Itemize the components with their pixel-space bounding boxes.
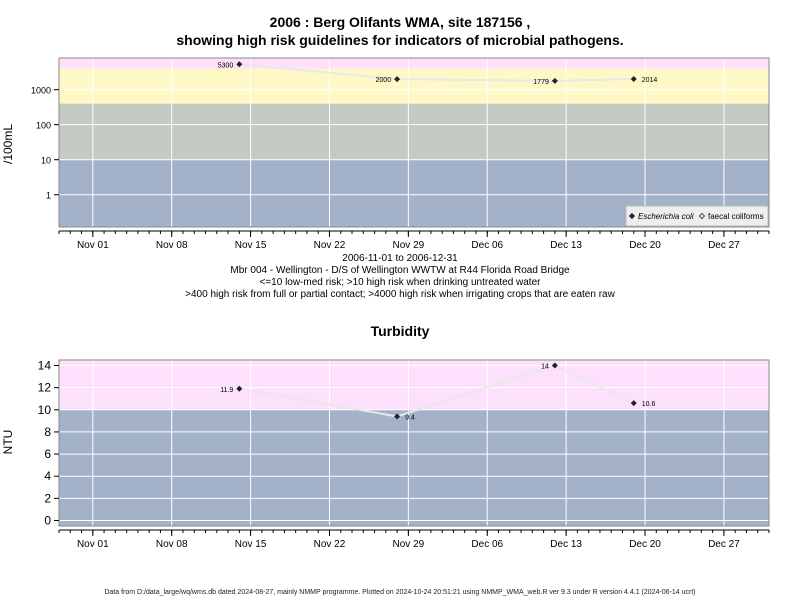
x-tick-label: Nov 01 xyxy=(77,240,109,251)
y-tick-label: 6 xyxy=(44,447,51,461)
plot-frame xyxy=(58,359,770,527)
legend-box xyxy=(625,205,769,227)
x-tick-label: Dec 27 xyxy=(708,240,740,251)
x-tick-label: Nov 01 xyxy=(77,539,109,550)
data-label: 2000 xyxy=(376,77,392,84)
date-range-text: 2006-11-01 to 2006-12-31 xyxy=(342,253,458,264)
x-tick-label: Dec 06 xyxy=(471,539,503,550)
data-label: 1779 xyxy=(533,79,549,86)
data-label: 11.9 xyxy=(220,387,233,394)
series-line xyxy=(239,63,634,82)
y-tick-label: 1000 xyxy=(31,86,51,96)
x-tick-label: Nov 08 xyxy=(156,539,188,550)
risk-band-2 xyxy=(59,68,769,104)
y-tick-label: 2 xyxy=(44,491,51,505)
y-tick-label: 100 xyxy=(36,121,51,131)
guideline-note-drinking: <=10 low-med risk; >10 high risk when dr… xyxy=(259,277,541,288)
risk-band-0 xyxy=(59,409,769,526)
y-tick-label: 8 xyxy=(44,425,51,439)
guideline-note-contact: >400 high risk from full or partial cont… xyxy=(185,289,615,300)
site-description: Mbr 004 - Wellington - D/S of Wellington… xyxy=(230,265,570,276)
legend-marker xyxy=(698,212,706,220)
data-point xyxy=(236,385,243,392)
data-point xyxy=(394,413,401,420)
y-tick-label: 10 xyxy=(41,156,51,166)
y-tick-label: 14 xyxy=(38,359,52,373)
data-label: 5300 xyxy=(218,62,234,69)
y-tick-label: 4 xyxy=(44,469,51,483)
plot-frame xyxy=(58,57,770,228)
risk-band-1 xyxy=(59,360,769,410)
x-tick-label: Nov 15 xyxy=(235,539,267,550)
legend-label: Escherichia coli xyxy=(638,212,694,221)
ecoli-plot: 1 10 100 1000 Nov 01 Nov 08 Nov 15 Nov 22 Nov 29… xyxy=(31,57,770,251)
data-point xyxy=(236,61,243,68)
y-tick-label: 12 xyxy=(38,381,52,395)
y-tick-label: 1 xyxy=(46,191,51,201)
x-tick-label: Nov 15 xyxy=(235,240,267,251)
y-tick-label: 10 xyxy=(38,403,52,417)
data-point xyxy=(630,400,637,407)
x-tick-label: Dec 27 xyxy=(708,539,740,550)
x-tick-label: Nov 22 xyxy=(314,240,346,251)
data-label: 10.6 xyxy=(642,401,656,408)
x-tick-label: Nov 08 xyxy=(156,240,188,251)
data-label: 2014 xyxy=(642,77,658,84)
x-tick-label: Nov 29 xyxy=(393,240,425,251)
x-tick-label: Dec 20 xyxy=(629,240,661,251)
x-tick-label: Dec 20 xyxy=(629,539,661,550)
chart-title-line1: 2006 : Berg Olifants WMA, site 187156 , xyxy=(269,14,531,30)
risk-band-3 xyxy=(59,58,769,69)
y-tick-label: 0 xyxy=(44,513,51,527)
data-label: 9.4 xyxy=(405,414,415,421)
x-tick-label: Dec 06 xyxy=(471,240,503,251)
x-tick-label: Dec 13 xyxy=(550,240,582,251)
x-tick-label: Nov 22 xyxy=(314,539,346,550)
data-label: 14 xyxy=(541,364,549,371)
series-line xyxy=(239,364,635,418)
x-tick-label: Nov 29 xyxy=(393,539,425,550)
data-point xyxy=(630,75,637,82)
footer-note: Data from D:/data_large/wq/wms.db dated … xyxy=(104,589,696,596)
turbidity-title: Turbidity xyxy=(370,323,430,339)
chart-title-line2: showing high risk guidelines for indicat… xyxy=(176,32,624,48)
turbidity-plot: 0 2 4 6 8 10 12 14 Nov 01 Nov 08 Nov 15 Nov 22 Nov 2… xyxy=(38,359,770,550)
legend-marker xyxy=(628,212,636,220)
x-tick-label: Dec 13 xyxy=(550,539,582,550)
risk-band-1 xyxy=(59,103,769,160)
data-point xyxy=(394,76,401,83)
data-point xyxy=(551,362,558,369)
legend-label: faecal coliforms xyxy=(708,212,764,221)
data-point xyxy=(551,77,558,84)
